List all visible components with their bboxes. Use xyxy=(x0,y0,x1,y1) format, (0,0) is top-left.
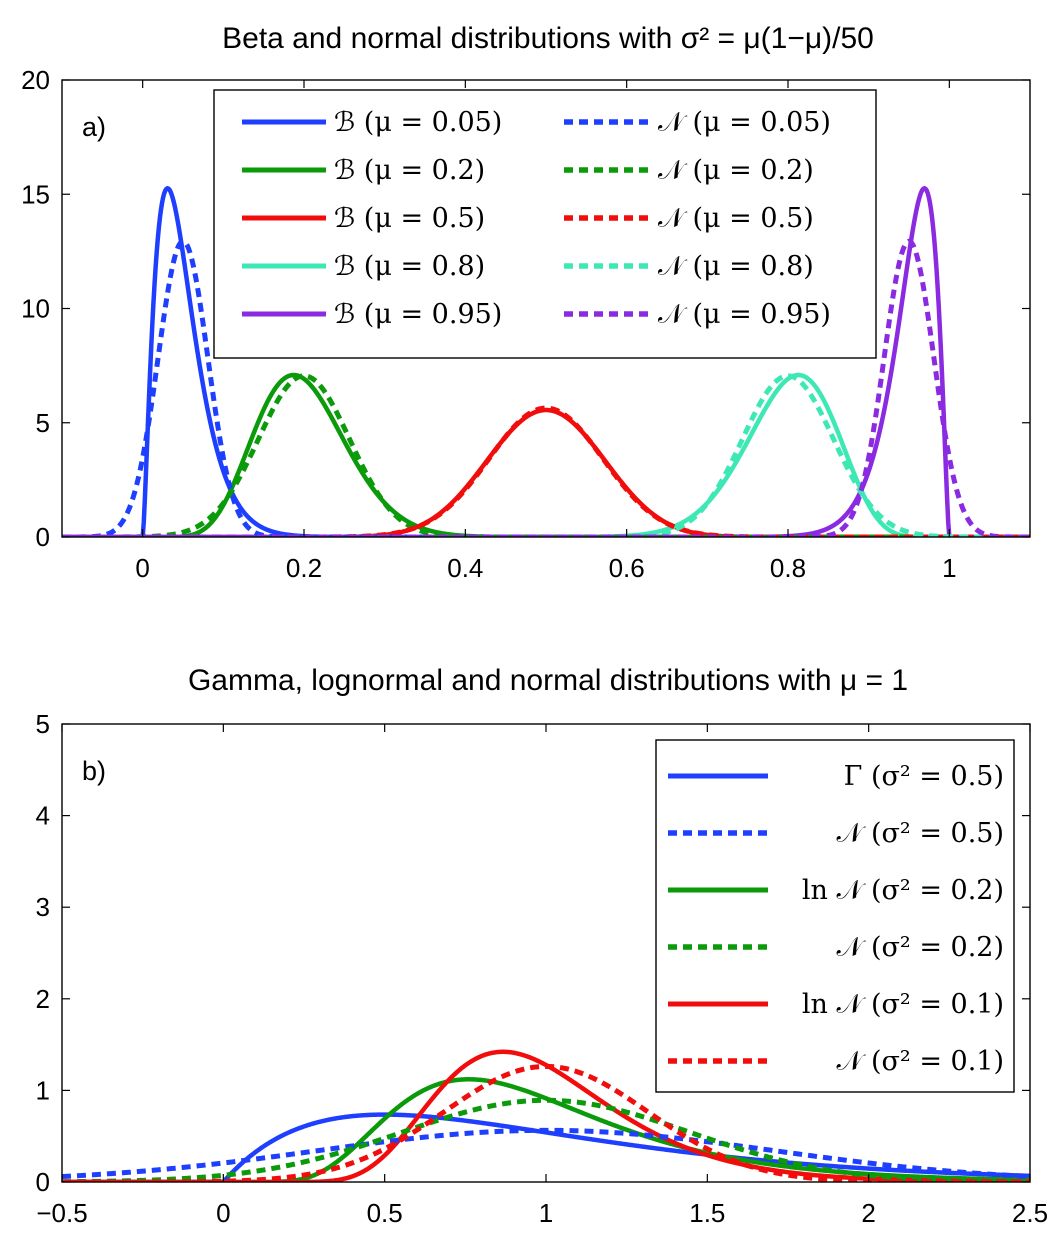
panel-a-legend-label-0: ℬ (μ = 0.05) xyxy=(334,107,502,138)
panel-a-series-line-9 xyxy=(62,238,1030,537)
panel-a-legend-label-2: ℬ (μ = 0.5) xyxy=(334,203,485,234)
panel-b-xtick-label-2: 0.5 xyxy=(367,1198,403,1228)
panel-a-legend-label-1: ℬ (μ = 0.2) xyxy=(334,155,485,186)
panel-a-title: Beta and normal distributions with σ² = … xyxy=(222,22,874,55)
panel-a-legend-label-9: 𝒩 (μ = 0.95) xyxy=(658,299,831,330)
panel-b-legend-frame xyxy=(655,739,1015,1093)
panel-b-chart: Gamma, lognormal and normal distribution… xyxy=(36,664,1049,1228)
panel-b-series-line-0 xyxy=(62,1112,1030,1182)
panel-a-legend-label-5: 𝒩 (μ = 0.05) xyxy=(658,107,831,138)
panel-b-legend-label-2: ln 𝒩 (σ² = 0.2) xyxy=(802,875,1004,906)
panel-a-ytick-label-2: 10 xyxy=(21,294,50,324)
panel-a-xtick-label-2: 0.4 xyxy=(447,553,483,583)
panel-a-xtick-label-0: 0 xyxy=(135,553,149,583)
panel-b-ytick-label-4: 4 xyxy=(36,801,50,831)
panel-b-legend-label-4: ln 𝒩 (σ² = 0.1) xyxy=(802,989,1004,1020)
panel-b-xtick-label-4: 1.5 xyxy=(689,1198,725,1228)
panel-a-xtick-label-1: 0.2 xyxy=(286,553,322,583)
panel-b-ytick-label-5: 5 xyxy=(36,709,50,739)
panel-a-xtick-label-3: 0.6 xyxy=(609,553,645,583)
panel-a-series-line-8 xyxy=(62,373,1030,537)
panel-b-legend-label-5: 𝒩 (σ² = 0.1) xyxy=(837,1046,1005,1077)
panel-b-xtick-label-1: 0 xyxy=(216,1198,230,1228)
panel-a-legend-label-4: ℬ (μ = 0.95) xyxy=(334,299,502,330)
panel-a-series-line-2 xyxy=(62,407,1030,537)
panel-a-ytick-label-1: 5 xyxy=(36,408,50,438)
panel-a-ytick-label-3: 15 xyxy=(21,179,50,209)
panel-a-legend: ℬ (μ = 0.05) ℬ (μ = 0.2) ℬ (μ = 0.5) ℬ (μ =… xyxy=(213,89,877,359)
panel-a-series-line-4 xyxy=(62,186,1030,537)
panel-a-legend-label-7: 𝒩 (μ = 0.5) xyxy=(658,203,814,234)
panel-b-legend: Γ (σ² = 0.5) 𝒩 (σ² = 0.5) ln 𝒩 (σ² = 0.2) 𝒩… xyxy=(655,739,1015,1093)
panel-a-ytick-label-4: 20 xyxy=(21,65,50,95)
panel-a-xtick-label-4: 0.8 xyxy=(770,553,806,583)
panel-b-ytick-label-2: 2 xyxy=(36,984,50,1014)
panel-b-label: b) xyxy=(82,756,106,786)
panel-b-legend-label-3: 𝒩 (σ² = 0.2) xyxy=(837,932,1005,963)
panel-a-legend-label-3: ℬ (μ = 0.8) xyxy=(334,251,485,282)
panel-a-series-line-6 xyxy=(62,373,1030,537)
panel-b-ytick-label-1: 1 xyxy=(36,1075,50,1105)
panel-b-xtick-label-5: 2 xyxy=(861,1198,875,1228)
panel-b-ytick-label-0: 0 xyxy=(36,1167,50,1197)
panel-a-series-line-5 xyxy=(62,238,1030,537)
panel-a-chart: Beta and normal distributions with σ² = … xyxy=(21,22,1031,583)
panel-a-label: a) xyxy=(82,112,106,142)
panel-a-series-line-0 xyxy=(62,186,1030,537)
panel-a-legend-label-6: 𝒩 (μ = 0.2) xyxy=(658,155,814,186)
panel-b-xtick-label-3: 1 xyxy=(539,1198,553,1228)
panel-b-ytick-label-3: 3 xyxy=(36,892,50,922)
panel-b-legend-label-1: 𝒩 (σ² = 0.5) xyxy=(837,818,1005,849)
panel-a-ytick-label-0: 0 xyxy=(36,522,50,552)
panel-a-xtick-label-5: 1 xyxy=(942,553,956,583)
panel-b-xtick-label-0: −0.5 xyxy=(36,1198,87,1228)
panel-b-xtick-label-6: 2.5 xyxy=(1012,1198,1048,1228)
panel-a-legend-label-8: 𝒩 (μ = 0.8) xyxy=(658,251,814,282)
panel-b-series-line-1 xyxy=(62,1127,1030,1180)
panel-b-legend-label-0: Γ (σ² = 0.5) xyxy=(844,761,1004,792)
panel-b-title: Gamma, lognormal and normal distribution… xyxy=(188,664,908,697)
